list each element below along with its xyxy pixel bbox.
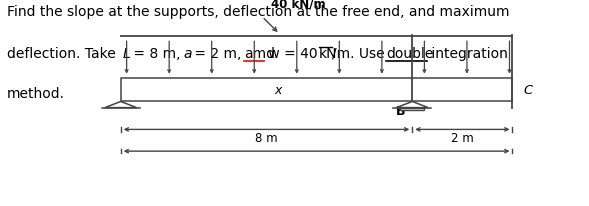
Text: amd: amd [244, 46, 275, 60]
Text: x: x [274, 84, 282, 97]
Text: 8 m: 8 m [255, 132, 278, 145]
Polygon shape [105, 102, 137, 108]
Text: method.: method. [7, 87, 65, 101]
Text: deflection. Take: deflection. Take [7, 46, 120, 60]
Polygon shape [396, 102, 428, 108]
Text: = 2 m,: = 2 m, [190, 46, 246, 60]
Text: kN: kN [319, 46, 337, 60]
Text: a: a [183, 46, 191, 60]
Text: C: C [523, 84, 532, 97]
Bar [401, 108, 424, 110]
Text: L: L [123, 46, 130, 60]
Text: 2 m: 2 m [451, 132, 474, 145]
Text: integration: integration [427, 46, 508, 60]
Text: Find the slope at the supports, deflection at the free end, and maximum: Find the slope at the supports, deflecti… [7, 5, 509, 19]
Bar [121, 78, 512, 102]
Text: 40 kN/m: 40 kN/m [271, 0, 326, 10]
Text: = 8 m,: = 8 m, [129, 46, 185, 60]
Text: B: B [396, 104, 405, 117]
Text: double: double [386, 46, 434, 60]
Text: w = 40: w = 40 [264, 46, 322, 60]
Text: /m. Use: /m. Use [332, 46, 389, 60]
